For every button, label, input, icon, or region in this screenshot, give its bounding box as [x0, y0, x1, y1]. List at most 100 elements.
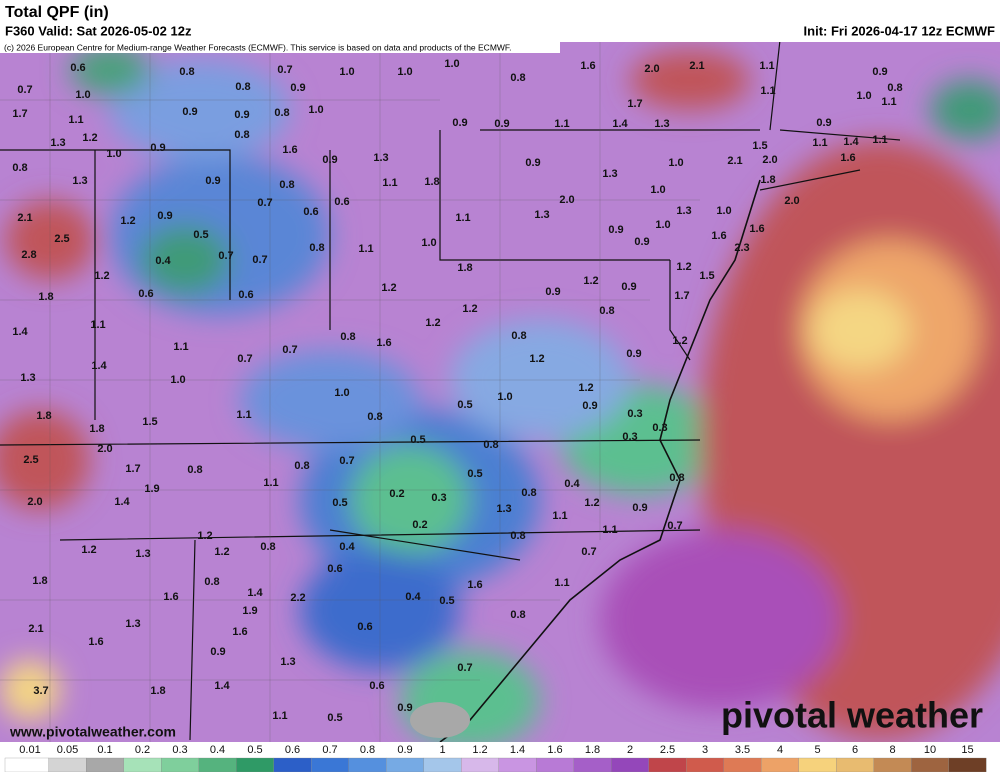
qpf-label: 0.6 — [238, 289, 253, 301]
qpf-label: 1.0 — [497, 391, 512, 403]
qpf-label: 0.9 — [621, 281, 636, 293]
qpf-label: 0.8 — [179, 66, 194, 78]
colorbar-swatch — [386, 757, 424, 772]
qpf-label: 1.3 — [534, 209, 549, 221]
qpf-label: 0.9 — [545, 286, 560, 298]
qpf-label: 1.7 — [12, 108, 27, 120]
qpf-label: 0.7 — [581, 546, 596, 558]
qpf-label: 0.9 — [634, 236, 649, 248]
qpf-label: 0.9 — [397, 702, 412, 714]
qpf-label: 1.2 — [120, 215, 135, 227]
qpf-label: 1.5 — [752, 140, 767, 152]
qpf-label: 1.2 — [676, 261, 691, 273]
qpf-label: 0.7 — [277, 64, 292, 76]
qpf-label: 0.9 — [322, 154, 337, 166]
qpf-label: 0.8 — [510, 72, 525, 84]
qpf-label: 2.0 — [97, 443, 112, 455]
qpf-label: 2.0 — [27, 496, 42, 508]
qpf-label: 1.1 — [554, 577, 569, 589]
qpf-label: 0.7 — [252, 254, 267, 266]
qpf-label: 0.4 — [339, 541, 355, 553]
qpf-label: 1.1 — [263, 477, 278, 489]
colorbar-label: 0.2 — [135, 744, 150, 756]
qpf-label: 1.2 — [462, 303, 477, 315]
qpf-label: 0.9 — [872, 66, 887, 78]
qpf-label: 0.4 — [405, 591, 421, 603]
qpf-label: 3.7 — [33, 685, 48, 697]
qpf-label: 2.1 — [727, 155, 742, 167]
qpf-label: 0.7 — [218, 250, 233, 262]
qpf-label: 1.1 — [90, 319, 105, 331]
colorbar-swatch — [686, 757, 724, 772]
qpf-label: 1.2 — [583, 275, 598, 287]
colorbar-label: 3 — [702, 744, 708, 756]
qpf-label: 1.7 — [627, 98, 642, 110]
qpf-label: 1.8 — [424, 176, 439, 188]
qpf-label: 0.8 — [309, 242, 324, 254]
qpf-label: 0.8 — [510, 530, 525, 542]
qpf-label: 0.9 — [494, 118, 509, 130]
qpf-label: 1.3 — [50, 137, 65, 149]
qpf-label: 0.8 — [521, 487, 536, 499]
colorbar-swatch — [236, 757, 274, 772]
colorbar-label: 15 — [961, 744, 973, 756]
qpf-label: 1.0 — [856, 90, 871, 102]
qpf-label: 1.6 — [163, 591, 178, 603]
qpf-label: 0.9 — [210, 646, 225, 658]
qpf-label: 0.9 — [182, 106, 197, 118]
colorbar-label: 0.01 — [19, 744, 40, 756]
colorbar: 0.01 0.05 0.1 0.2 0.3 0.4 0.5 0.6 0.7 0.8 0.9 1 1.2 1… — [0, 742, 1000, 772]
credit-background — [0, 42, 560, 53]
qpf-label: 1.3 — [20, 372, 35, 384]
colorbar-label: 1.4 — [510, 744, 525, 756]
qpf-label: 1.2 — [578, 382, 593, 394]
colorbar-swatch — [461, 757, 499, 772]
qpf-label: 0.6 — [334, 196, 349, 208]
colorbar-label: 0.6 — [285, 744, 300, 756]
colorbar-label: 1.6 — [547, 744, 562, 756]
qpf-label: 1.4 — [843, 136, 859, 148]
colorbar-swatch — [761, 757, 799, 772]
qpf-label: 0.5 — [457, 399, 472, 411]
colorbar-label: 4 — [777, 744, 783, 756]
qpf-label: 0.8 — [669, 472, 684, 484]
colorbar-swatch — [198, 757, 237, 772]
qpf-label: 0.4 — [155, 255, 171, 267]
qpf-label: 0.8 — [279, 179, 294, 191]
qpf-label: 1.6 — [711, 230, 726, 242]
colorbar-label: 0.1 — [97, 744, 112, 756]
qpf-label: 0.2 — [412, 519, 427, 531]
qpf-label: 0.8 — [187, 464, 202, 476]
qpf-label: 1.0 — [421, 237, 436, 249]
qpf-label: 1.0 — [334, 387, 349, 399]
qpf-label: 0.8 — [887, 82, 902, 94]
qpf-label: 0.3 — [431, 492, 446, 504]
colorbar-swatch — [948, 757, 987, 772]
qpf-label: 0.9 — [632, 502, 647, 514]
qpf-label: 1.5 — [699, 270, 714, 282]
qpf-label: 1.4 — [91, 360, 107, 372]
qpf-label: 0.7 — [282, 344, 297, 356]
colorbar-label: 0.3 — [172, 744, 187, 756]
qpf-label: 1.6 — [467, 579, 482, 591]
qpf-label: 1.2 — [672, 335, 687, 347]
qpf-label: 1.8 — [150, 685, 165, 697]
qpf-label: 0.3 — [627, 408, 642, 420]
qpf-label: 1.2 — [197, 530, 212, 542]
colorbar-swatch — [48, 757, 87, 772]
qpf-label: 0.8 — [367, 411, 382, 423]
qpf-label: 2.1 — [28, 623, 43, 635]
qpf-label: 1.1 — [272, 710, 287, 722]
qpf-label: 1.2 — [381, 282, 396, 294]
qpf-label: 0.5 — [439, 595, 454, 607]
site-url: www.pivotalweather.com — [9, 724, 176, 740]
credit: (c) 2026 European Centre for Medium-rang… — [4, 42, 512, 52]
qpf-label: 1.3 — [125, 618, 140, 630]
qpf-label: 1.8 — [457, 262, 472, 274]
qpf-label: 1.0 — [655, 219, 670, 231]
colorbar-swatch — [911, 757, 949, 772]
qpf-label: 0.9 — [157, 210, 172, 222]
qpf-label: 0.7 — [667, 520, 682, 532]
qpf-label: 1.0 — [170, 374, 185, 386]
